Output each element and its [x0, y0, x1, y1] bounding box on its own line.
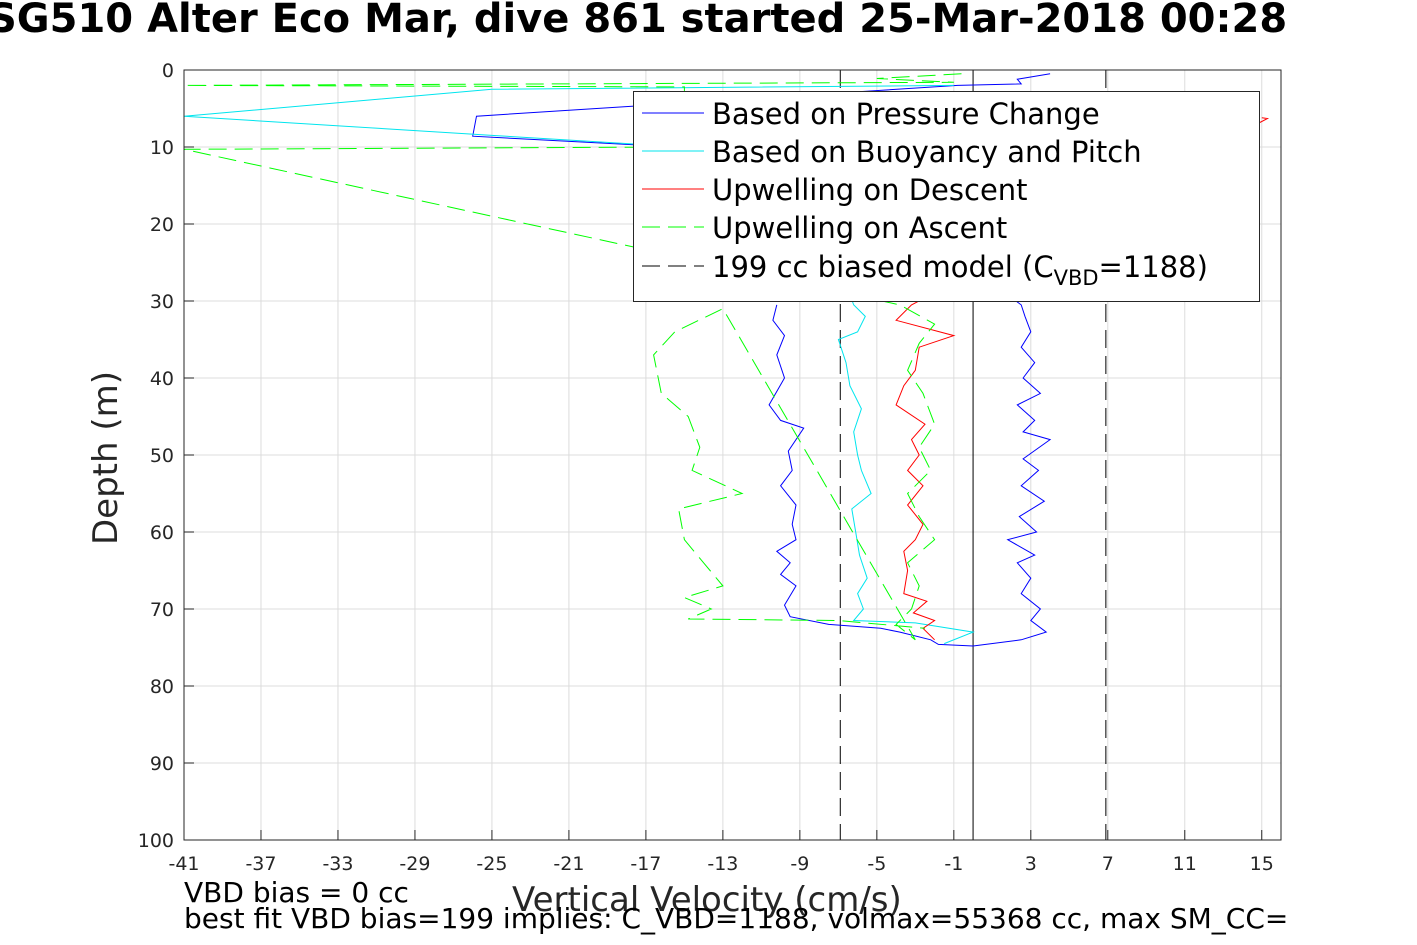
best-fit-note: best fit VBD bias=199 implies: C_VBD=118…: [184, 902, 1289, 935]
x-tick-label: -1: [944, 853, 963, 875]
series-line-2: [895, 117, 1270, 641]
y-tick-label: 20: [150, 214, 174, 236]
y-tick-label: 0: [162, 60, 174, 82]
legend-swatch-model: [642, 265, 704, 267]
x-tick-label: 7: [1102, 853, 1114, 875]
legend: Based on Pressure Change Based on Buoyan…: [633, 91, 1260, 302]
legend-item-model: 199 cc biased model (CVBD=1188): [634, 248, 1259, 290]
vbd-bias-note: VBD bias = 0 cc: [184, 876, 409, 909]
x-tick-label: -33: [322, 853, 353, 875]
y-tick-label: 100: [138, 830, 174, 852]
x-tick-label: -29: [399, 853, 430, 875]
chart-title: SG510 Alter Eco Mar, dive 861 started 25…: [0, 0, 1288, 42]
legend-item-descent: Upwelling on Descent: [634, 171, 1259, 209]
legend-item-ascent: Upwelling on Ascent: [634, 209, 1259, 247]
x-axis-ticks: -41 -37 -33 -29 -25 -21 -17 -13 -9 -5 -1 3 7 11 15: [168, 830, 1274, 875]
legend-item-pressure: Based on Pressure Change: [634, 95, 1259, 133]
x-tick-label: 3: [1025, 853, 1037, 875]
y-tick-label: 90: [150, 753, 174, 775]
x-tick-label: 11: [1173, 853, 1197, 875]
legend-label-descent: Upwelling on Descent: [712, 173, 1028, 207]
y-tick-label: 10: [150, 137, 174, 159]
x-tick-label: -13: [707, 853, 738, 875]
series-line-0: [472, 73, 1052, 647]
series-line-3: [183, 73, 962, 641]
x-tick-label: -17: [630, 853, 661, 875]
legend-swatch-ascent: [642, 226, 704, 228]
y-tick-label: 80: [150, 676, 174, 698]
legend-swatch-pressure: [642, 112, 704, 114]
legend-model-suffix: =1188): [1098, 250, 1208, 284]
y-tick-label: 30: [150, 291, 174, 313]
x-axis-label: Vertical Velocity (cm/s): [512, 880, 902, 920]
x-tick-label: -21: [553, 853, 584, 875]
x-tick-label: -25: [476, 853, 507, 875]
legend-model-subscript: VBD: [1053, 266, 1099, 290]
x-tick-label: -41: [168, 853, 199, 875]
y-axis-label: Depth (m): [86, 370, 126, 546]
legend-label-model: 199 cc biased model (CVBD=1188): [712, 250, 1208, 290]
legend-swatch-buoyancy: [642, 150, 704, 152]
x-tick-label: -9: [790, 853, 809, 875]
y-tick-label: 60: [150, 522, 174, 544]
legend-item-buoyancy: Based on Buoyancy and Pitch: [634, 133, 1259, 171]
legend-label-ascent: Upwelling on Ascent: [712, 211, 1008, 245]
legend-label-pressure: Based on Pressure Change: [712, 97, 1100, 131]
y-tick-label: 40: [150, 368, 174, 390]
x-tick-label: 15: [1250, 853, 1274, 875]
y-axis-ticks: 0 10 20 30 40 50 60 70 80 90 100: [138, 60, 194, 852]
y-tick-label: 70: [150, 599, 174, 621]
legend-model-prefix: 199 cc biased model (C: [712, 250, 1054, 284]
x-tick-label: -37: [245, 853, 276, 875]
y-tick-label: 50: [150, 445, 174, 467]
legend-swatch-descent: [642, 188, 704, 190]
x-tick-label: -5: [867, 853, 886, 875]
legend-label-buoyancy: Based on Buoyancy and Pitch: [712, 135, 1142, 169]
